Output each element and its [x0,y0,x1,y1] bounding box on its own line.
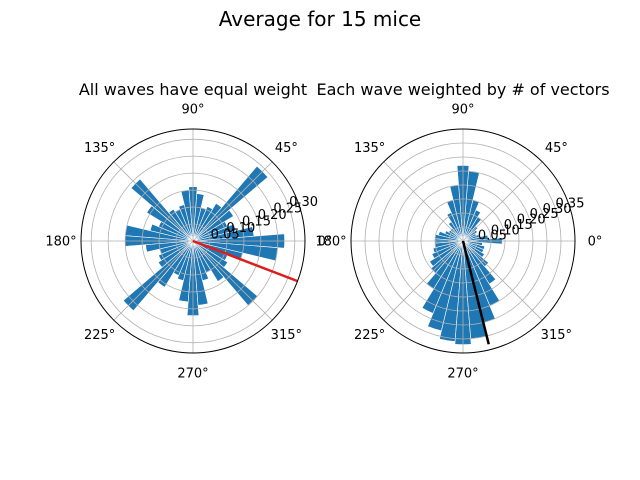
angle-tick-label: 0° [588,235,603,250]
polar-axes-weighted: Each wave weighted by # of vectors 0° 45°… [315,80,609,382]
radial-tick-label: 0.10 [226,221,255,236]
angle-tick-label: 135° [84,141,115,156]
radial-tick-label: 0.30 [289,195,318,210]
radial-tick-label: 0.10 [491,223,520,238]
mean-vector-line [192,239,299,283]
angular-gridline [113,161,194,242]
radial-tick-label: 0.20 [517,213,546,228]
angular-gridline [462,161,543,242]
angle-tick-label: 180° [45,235,76,250]
angle-tick-label: 90° [181,103,204,118]
histogram-bar [462,240,497,285]
angle-tick-label: 90° [451,103,474,118]
mean-vector-line [461,240,490,345]
angular-gridline [383,161,464,242]
polar-grid [351,129,575,353]
radial-tick-label: 0.30 [543,202,572,217]
histogram-bar [192,202,223,242]
angular-gridline [192,240,273,321]
angle-tick-label: 135° [354,141,385,156]
polar-frame [350,128,576,354]
histogram-bar [448,221,464,242]
histogram-bar [146,205,194,242]
radial-tick-label: 0.15 [242,215,271,230]
radial-tick-label: 0.05 [211,228,240,243]
angle-tick-label: 225° [84,328,115,343]
angle-tick-label: 315° [541,328,572,343]
polar-frame [80,128,306,354]
histogram-bar [157,240,194,288]
angle-tick-label: 45° [275,141,298,156]
radial-tick-label: 0.15 [504,218,533,233]
histogram-bar [462,240,486,250]
polar-grid [81,129,305,353]
histogram-bar [462,240,483,246]
radial-tick-label: 0.05 [478,229,507,244]
radial-tick-label: 0.25 [530,207,559,222]
angle-tick-label: 315° [271,328,302,343]
axes-title-weighted: Each wave weighted by # of vectors [316,80,609,99]
angle-tick-label: 225° [354,328,385,343]
angle-tick-label: 270° [177,367,208,382]
radial-tick-label: 0.35 [556,197,585,212]
angle-tick-label: 180° [315,235,346,250]
polar-axes-equal-weight: All waves have equal weight 0° 45° 90° 135°… [45,80,332,382]
radial-tick-label: 0.20 [258,208,287,223]
histogram-bar [192,206,213,242]
angle-tick-label: 0° [318,235,333,250]
angle-tick-label: 45° [545,141,568,156]
histogram-bar [192,240,229,268]
radial-tick-label: 0.25 [273,202,302,217]
angle-tick-label: 270° [447,367,478,382]
axes-title-equal-weight: All waves have equal weight [79,80,307,99]
histogram-bar [462,240,485,258]
figure-suptitle: Average for 15 mice [219,7,422,31]
angular-gridline [192,161,273,242]
angular-gridline [113,240,194,321]
angular-gridline [383,240,464,321]
angular-gridline [462,240,543,321]
